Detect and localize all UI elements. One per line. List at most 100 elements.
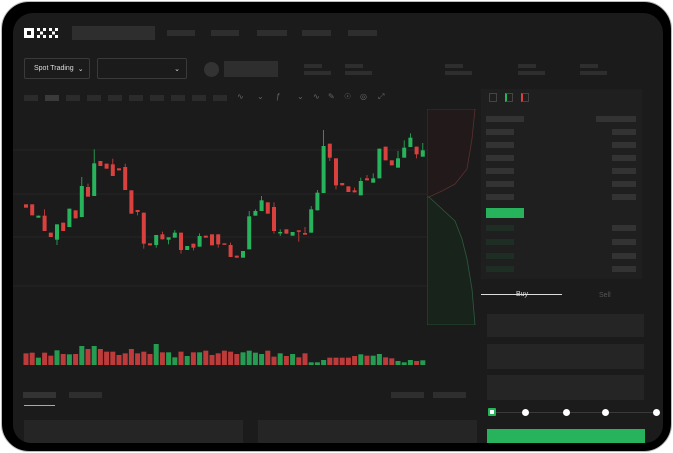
candle[interactable]	[98, 161, 103, 166]
candle[interactable]	[203, 235, 208, 238]
candle[interactable]	[222, 243, 227, 245]
timeframe-button[interactable]	[129, 95, 143, 101]
candle[interactable]	[377, 148, 382, 179]
amount-input[interactable]	[487, 344, 644, 369]
candle[interactable]	[396, 158, 400, 168]
candle[interactable]	[234, 255, 239, 258]
nav-item[interactable]	[257, 30, 287, 36]
candle[interactable]	[284, 229, 289, 234]
candle[interactable]	[166, 237, 171, 240]
candle[interactable]	[210, 234, 214, 246]
book-price[interactable]	[486, 225, 514, 231]
candle[interactable]	[129, 190, 134, 214]
candle[interactable]	[352, 190, 357, 193]
candle[interactable]	[42, 215, 47, 231]
tab-sell[interactable]: Sell	[599, 292, 611, 299]
candle[interactable]	[117, 168, 121, 171]
candle[interactable]	[290, 232, 295, 236]
ruler-icon[interactable]: ✎	[328, 92, 335, 101]
price-input[interactable]	[487, 314, 644, 337]
candle[interactable]	[272, 207, 276, 231]
candle[interactable]	[86, 187, 90, 197]
candle[interactable]	[48, 232, 53, 237]
candle[interactable]	[303, 233, 307, 235]
candle[interactable]	[334, 158, 338, 186]
candle[interactable]	[30, 204, 35, 216]
tab-history[interactable]	[69, 392, 102, 398]
book-price[interactable]	[486, 181, 514, 187]
candle[interactable]	[253, 211, 258, 216]
candle[interactable]	[408, 137, 413, 147]
fullscreen-icon[interactable]: ⤢	[378, 92, 385, 101]
book-amount[interactable]	[612, 239, 636, 245]
market-type-dropdown[interactable]: Spot Trading ⌄	[24, 58, 90, 79]
book-price[interactable]	[486, 168, 514, 174]
candle[interactable]	[420, 150, 425, 157]
candle[interactable]	[160, 234, 165, 240]
candle[interactable]	[148, 243, 152, 246]
book-price[interactable]	[486, 253, 514, 259]
book-bids-icon[interactable]	[505, 93, 513, 102]
book-price[interactable]	[486, 194, 514, 200]
timeframe-button[interactable]	[150, 95, 164, 101]
book-asks-icon[interactable]	[521, 93, 529, 102]
candle[interactable]	[278, 232, 283, 234]
candle[interactable]	[141, 212, 146, 244]
chevron-down-icon[interactable]: ⌄	[297, 92, 304, 101]
timeframe-button[interactable]	[66, 95, 80, 101]
camera-icon[interactable]: ☉	[344, 92, 352, 101]
book-price[interactable]	[486, 155, 514, 161]
candle[interactable]	[73, 210, 78, 219]
candle[interactable]	[402, 147, 407, 158]
timeframe-button[interactable]	[45, 95, 59, 101]
candle[interactable]	[315, 192, 320, 211]
candle[interactable]	[191, 243, 196, 248]
candle[interactable]	[346, 186, 351, 192]
chart-type-icon[interactable]: ∿	[237, 92, 244, 101]
candle[interactable]	[309, 209, 314, 233]
candle[interactable]	[383, 146, 388, 161]
book-amount[interactable]	[612, 253, 636, 259]
book-price[interactable]	[486, 142, 514, 148]
candle[interactable]	[79, 186, 84, 217]
timeframe-button[interactable]	[24, 95, 38, 101]
nav-item[interactable]	[348, 30, 377, 36]
timeframe-button[interactable]	[171, 95, 185, 101]
candle[interactable]	[110, 164, 115, 176]
candle[interactable]	[389, 160, 394, 166]
candle[interactable]	[241, 251, 245, 258]
book-both-icon[interactable]	[489, 93, 497, 102]
candle[interactable]	[36, 215, 41, 218]
search-placeholder[interactable]	[72, 26, 155, 40]
candle[interactable]	[67, 208, 72, 227]
candle[interactable]	[104, 163, 109, 169]
slider-step[interactable]	[602, 409, 609, 416]
book-amount[interactable]	[612, 181, 636, 187]
candle[interactable]	[185, 246, 190, 250]
slider-handle[interactable]	[488, 408, 496, 416]
slider-track[interactable]	[491, 412, 657, 413]
candle[interactable]	[172, 232, 177, 238]
book-price[interactable]	[486, 129, 514, 135]
indicator-icon[interactable]: ⌄	[257, 92, 264, 101]
book-amount[interactable]	[612, 194, 636, 200]
tab-open-orders[interactable]	[23, 392, 56, 398]
pair-select[interactable]: ⌄	[97, 58, 187, 79]
nav-item[interactable]	[302, 30, 331, 36]
candle[interactable]	[55, 224, 59, 240]
candle[interactable]	[179, 232, 183, 250]
candle[interactable]	[259, 200, 264, 211]
candle[interactable]	[414, 146, 419, 155]
settings-icon[interactable]: ◎	[360, 92, 367, 101]
total-input[interactable]	[487, 375, 644, 400]
book-amount[interactable]	[612, 155, 636, 161]
candle[interactable]	[327, 143, 332, 158]
nav-item[interactable]	[211, 30, 239, 36]
filter-button[interactable]	[391, 392, 424, 398]
candle[interactable]	[197, 236, 202, 247]
nav-item[interactable]	[167, 30, 195, 36]
slider-step[interactable]	[522, 409, 529, 416]
slider-step[interactable]	[653, 409, 660, 416]
filter-button[interactable]	[433, 392, 466, 398]
timeframe-button[interactable]	[213, 95, 227, 101]
